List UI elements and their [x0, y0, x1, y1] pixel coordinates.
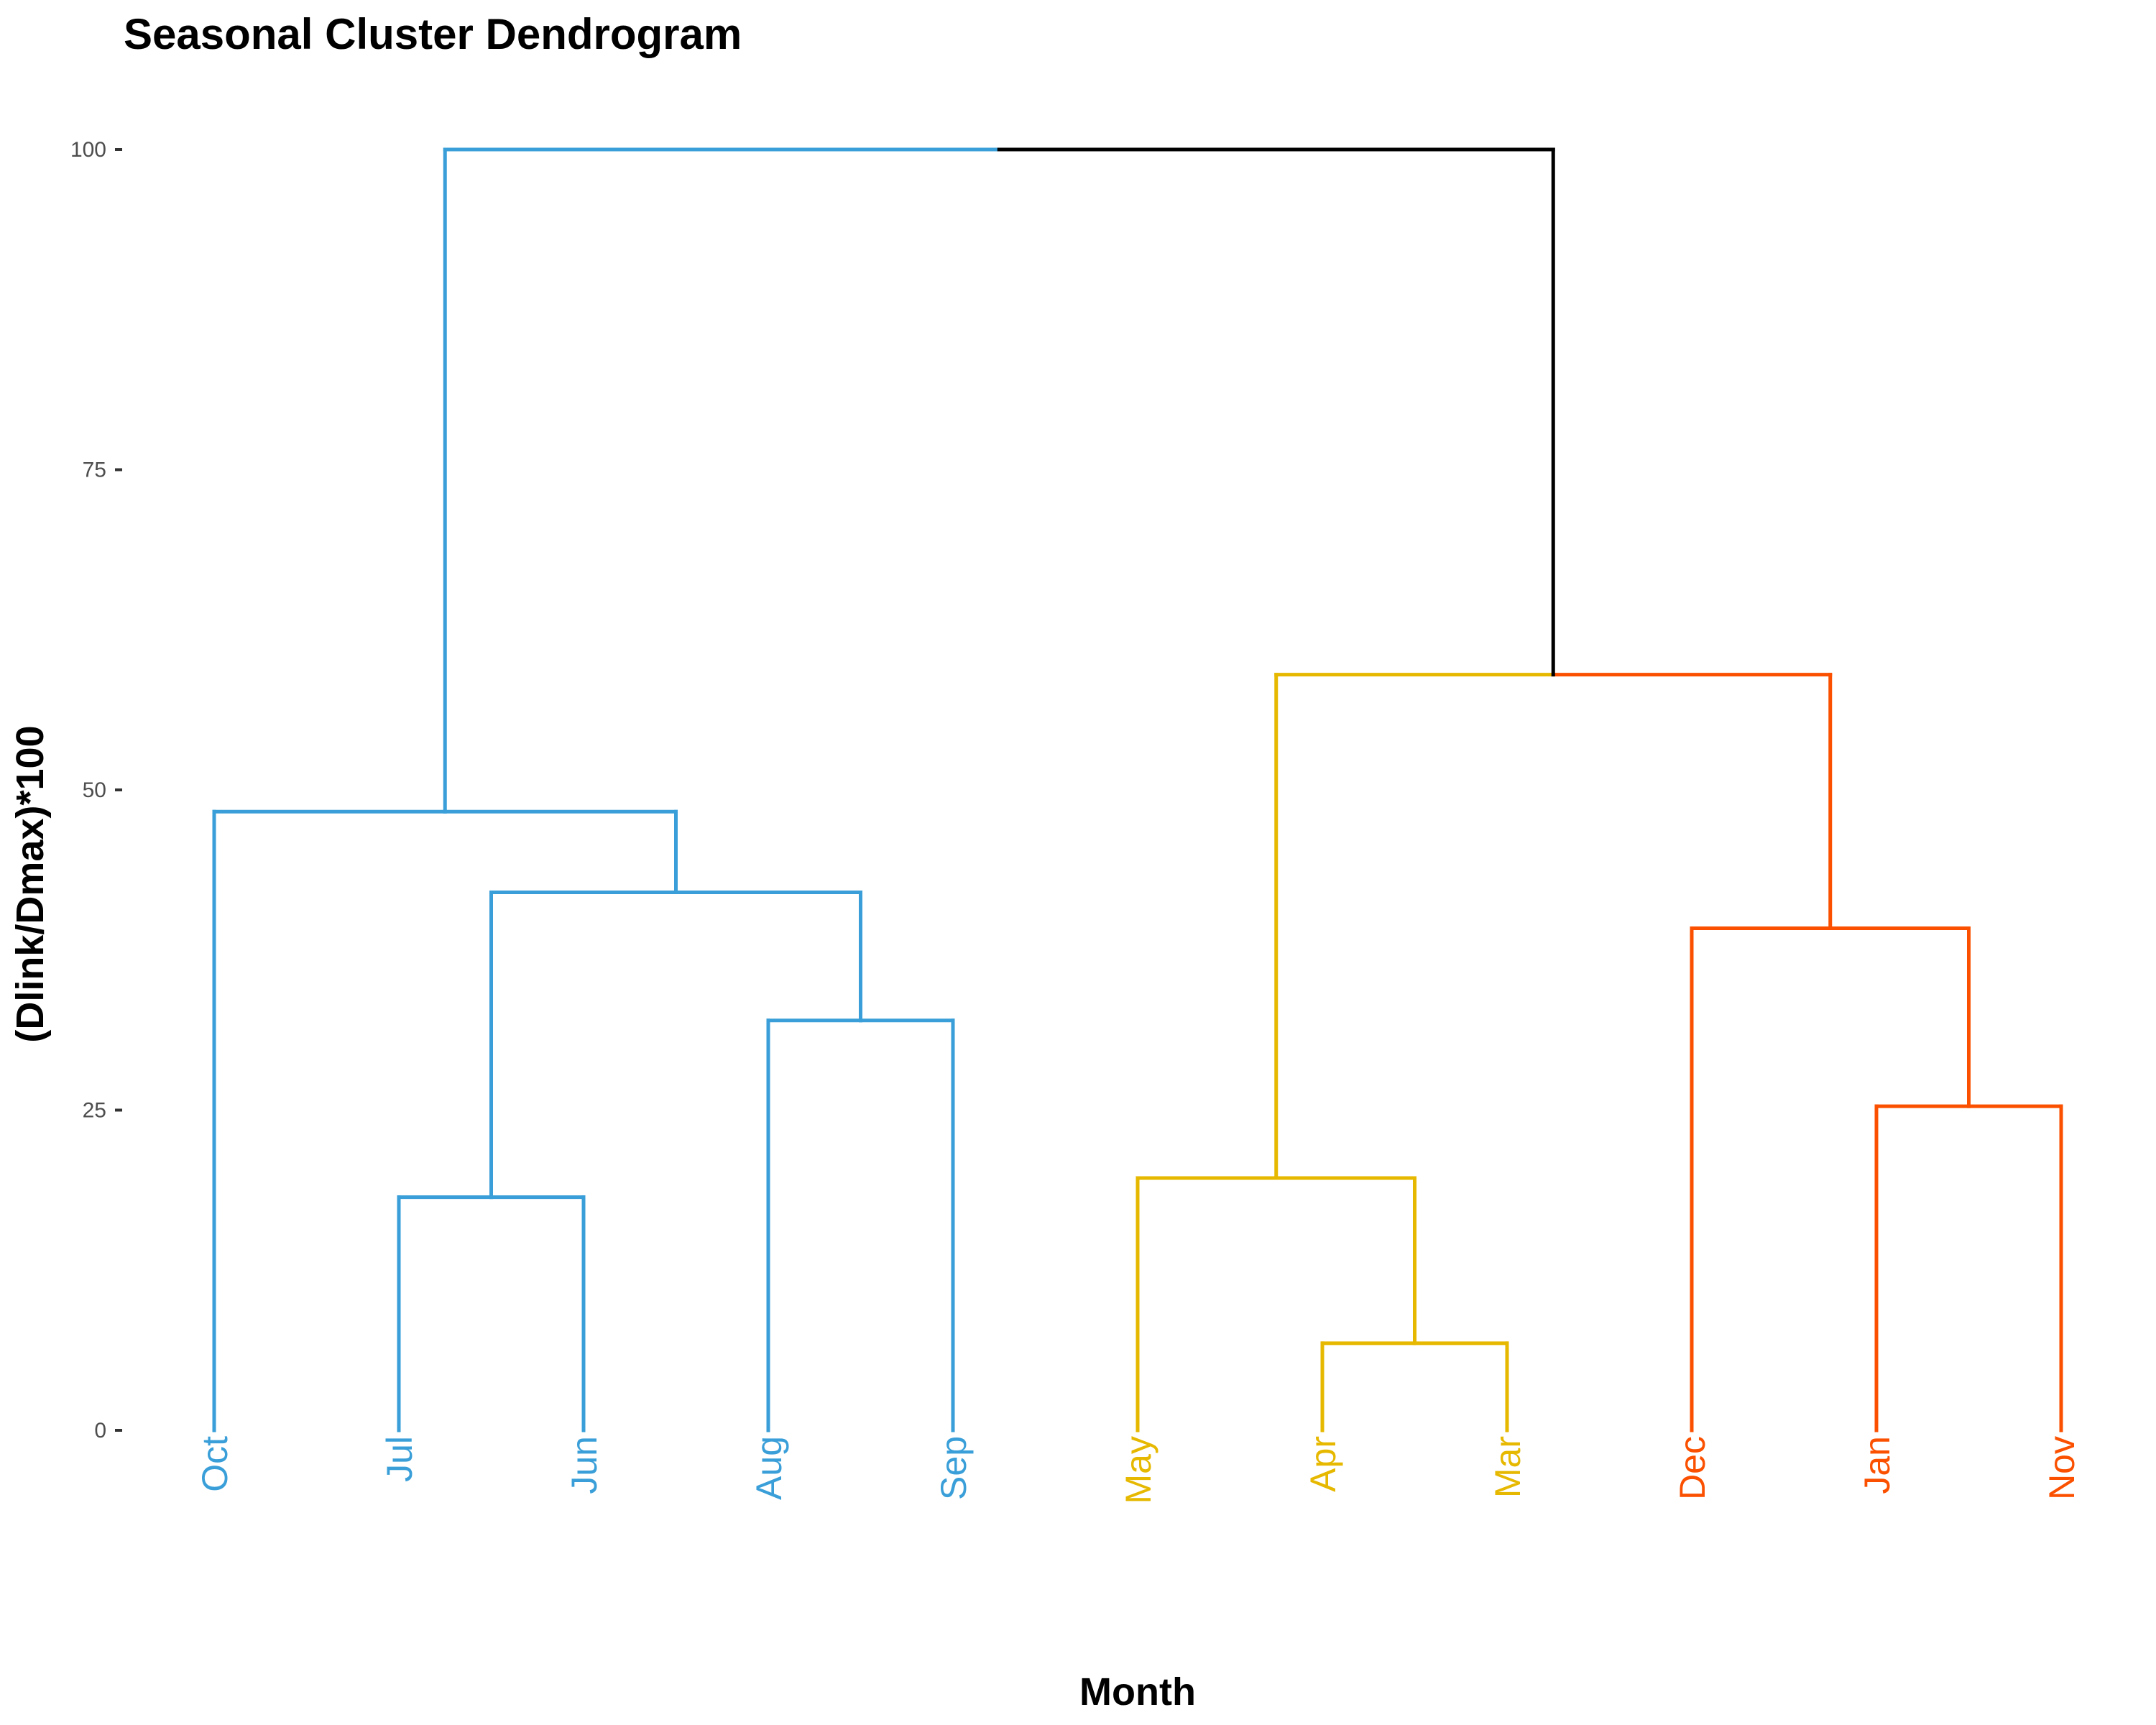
leaf-label-may: May [1118, 1436, 1158, 1504]
leaf-label-nov: Nov [2042, 1436, 2082, 1500]
y-tick-label: 0 [94, 1419, 106, 1443]
leaf-label-jun: Jun [564, 1436, 604, 1494]
leaf-labels: Oct Jul Jun Aug Sep May Apr Mar Dec Jan Nov [195, 1436, 2082, 1504]
chart-title: Seasonal Cluster Dendrogram [124, 10, 742, 58]
leaf-label-mar: Mar [1488, 1436, 1528, 1498]
x-axis-title: Month [1079, 1670, 1196, 1714]
leaf-label-oct: Oct [195, 1436, 235, 1492]
y-axis-title: (Dlink/Dmax)*100 [9, 725, 52, 1042]
y-tick-label: 75 [83, 459, 106, 482]
y-tick-label: 50 [83, 778, 106, 802]
leaf-label-dec: Dec [1672, 1436, 1713, 1500]
leaf-label-jul: Jul [379, 1436, 420, 1482]
dendrogram-branches [212, 147, 2063, 1432]
leaf-label-apr: Apr [1303, 1436, 1343, 1492]
y-axis: 0 25 50 75 100 [70, 138, 122, 1443]
leaf-label-sep: Sep [934, 1436, 974, 1500]
y-tick-label: 100 [70, 138, 106, 162]
y-tick-label: 25 [83, 1099, 106, 1123]
leaf-label-jan: Jan [1857, 1436, 1897, 1494]
leaf-label-aug: Aug [749, 1436, 789, 1500]
